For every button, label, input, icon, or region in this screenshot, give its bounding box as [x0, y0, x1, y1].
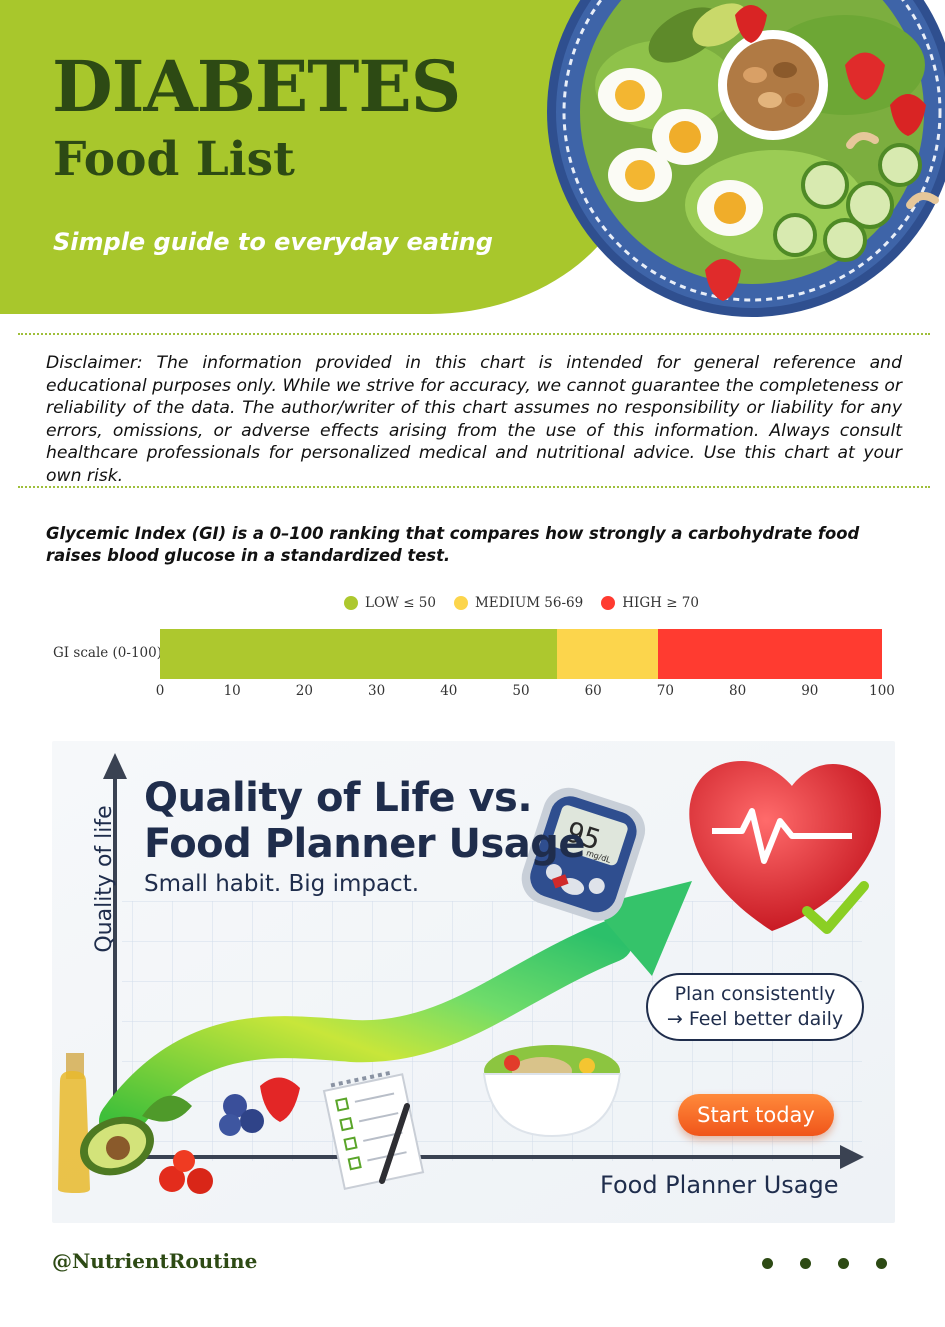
header-green-panel: [0, 0, 640, 314]
gi-tick-label: 60: [584, 683, 602, 699]
gi-tick-label: 20: [295, 683, 313, 699]
legend-label: LOW ≤ 50: [365, 595, 436, 611]
gi-scale-bar: [160, 629, 882, 679]
gi-tick-label: 50: [512, 683, 530, 699]
page-dot: [876, 1258, 887, 1269]
page-title: DIABETES: [52, 45, 461, 128]
divider-top: [18, 333, 930, 335]
infographic-title: Quality of Life vs. Food Planner Usage: [144, 775, 586, 867]
page-dot: [762, 1258, 773, 1269]
infographic-y-axis-label: Quality of life: [92, 805, 117, 953]
disclaimer-text: Disclaimer: The information provided in …: [46, 353, 902, 486]
page-dot: [800, 1258, 811, 1269]
gi-tick-label: 100: [869, 683, 895, 699]
quality-of-life-infographic: 95 mg/dL: [52, 741, 895, 1223]
gi-segment-high: [658, 629, 882, 679]
divider-bottom: [18, 486, 930, 488]
page-dots: [762, 1258, 888, 1270]
infographic-x-axis-label: Food Planner Usage: [600, 1171, 839, 1199]
page-dot: [838, 1258, 849, 1269]
infographic-subtitle: Small habit. Big impact.: [144, 871, 420, 897]
infographic-title-line1: Quality of Life vs.: [144, 775, 533, 821]
start-today-button[interactable]: Start today: [678, 1094, 834, 1136]
gi-tick-label: 0: [155, 683, 165, 699]
gi-tick-label: 30: [368, 683, 386, 699]
legend-item-high: HIGH ≥ 70: [601, 595, 699, 611]
legend-dot: [453, 596, 468, 610]
gi-tick-label: 80: [729, 683, 747, 699]
gi-axis-ticks: 0 10 20 30 40 50 60 70 80 90 100: [156, 683, 895, 701]
gi-tick-label: 40: [440, 683, 458, 699]
legend-label: MEDIUM 56-69: [474, 595, 584, 611]
infographic-title-line2: Food Planner Usage: [144, 821, 586, 867]
legend-item-medium: MEDIUM 56-69: [453, 595, 584, 611]
gi-tick-label: 10: [223, 683, 241, 699]
legend-dot: [601, 596, 616, 610]
gi-intro-text: Glycemic Index (GI) is a 0–100 ranking t…: [46, 524, 860, 565]
legend-item-low: LOW ≤ 50: [344, 595, 436, 611]
salad-plate-image: [545, 0, 945, 318]
callout-line1: Plan consistently: [674, 983, 836, 1005]
header-banner: DIABETES Food List Simple guide to every…: [0, 0, 945, 318]
gi-tick-label: 90: [801, 683, 819, 699]
page-tagline: Simple guide to everyday eating: [53, 228, 493, 256]
gi-segment-medium: [557, 629, 659, 679]
gi-tick-label: 70: [656, 683, 674, 699]
gi-segment-low: [160, 629, 558, 679]
legend-dot: [344, 596, 358, 610]
callout-line2: → Feel better daily: [666, 1008, 844, 1030]
page-subtitle: Food List: [53, 132, 295, 187]
social-handle: @NutrientRoutine: [52, 1249, 258, 1273]
plan-consistently-callout: Plan consistently → Feel better daily: [646, 973, 864, 1041]
legend-label: HIGH ≥ 70: [622, 595, 699, 611]
gi-row-label: GI scale (0-100): [53, 645, 162, 661]
gi-legend: LOW ≤ 50 MEDIUM 56-69 HIGH ≥ 70: [344, 593, 699, 613]
